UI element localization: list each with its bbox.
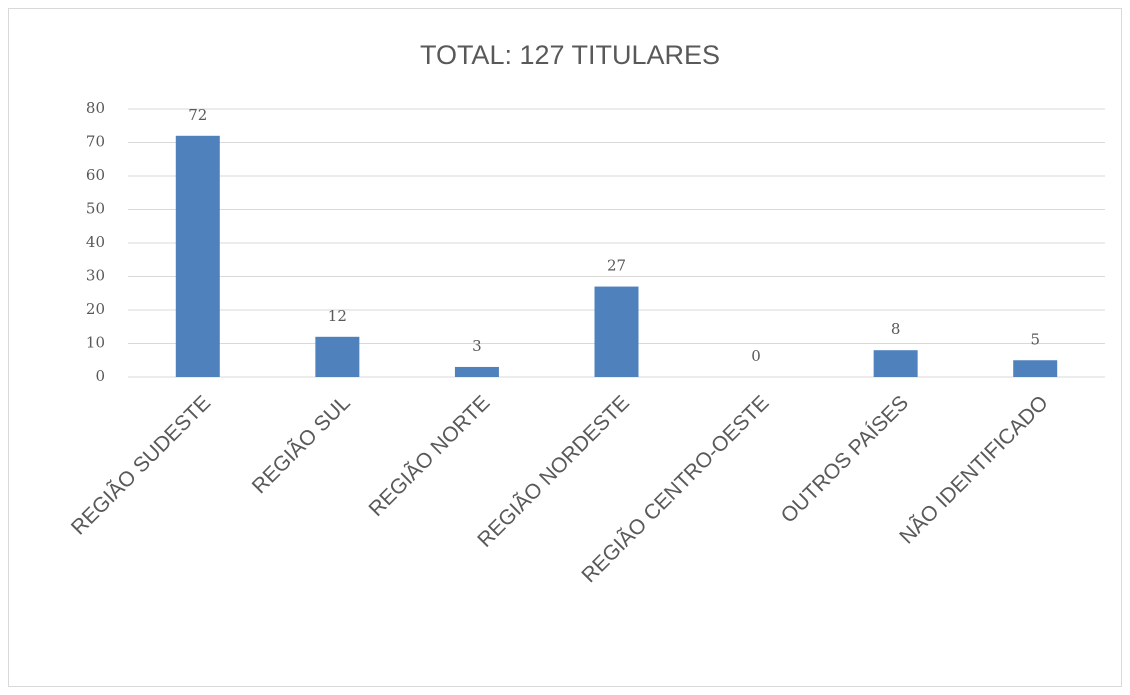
y-tick-label: 30 xyxy=(86,267,105,285)
bar xyxy=(873,350,918,377)
y-tick-label: 40 xyxy=(86,233,105,251)
bar xyxy=(175,135,220,377)
data-label: 5 xyxy=(1030,330,1040,348)
y-tick-label: 60 xyxy=(86,166,105,184)
y-tick-label: 80 xyxy=(86,99,105,117)
y-tick-label: 20 xyxy=(86,300,105,318)
data-label: 72 xyxy=(188,106,207,124)
bar xyxy=(594,286,639,377)
bar xyxy=(454,366,499,377)
data-label: 12 xyxy=(328,307,347,325)
y-tick-label: 10 xyxy=(86,334,105,352)
data-label: 3 xyxy=(472,337,482,355)
y-tick-label: 0 xyxy=(95,367,105,385)
chart-frame xyxy=(8,8,1122,687)
data-label: 8 xyxy=(891,320,901,338)
data-label: 27 xyxy=(607,257,626,275)
bar xyxy=(1013,360,1058,377)
data-label: 0 xyxy=(751,347,761,365)
y-tick-label: 50 xyxy=(86,200,105,218)
bar xyxy=(315,336,360,377)
y-tick-label: 70 xyxy=(86,133,105,151)
chart-title: TOTAL: 127 TITULARES xyxy=(420,40,720,70)
